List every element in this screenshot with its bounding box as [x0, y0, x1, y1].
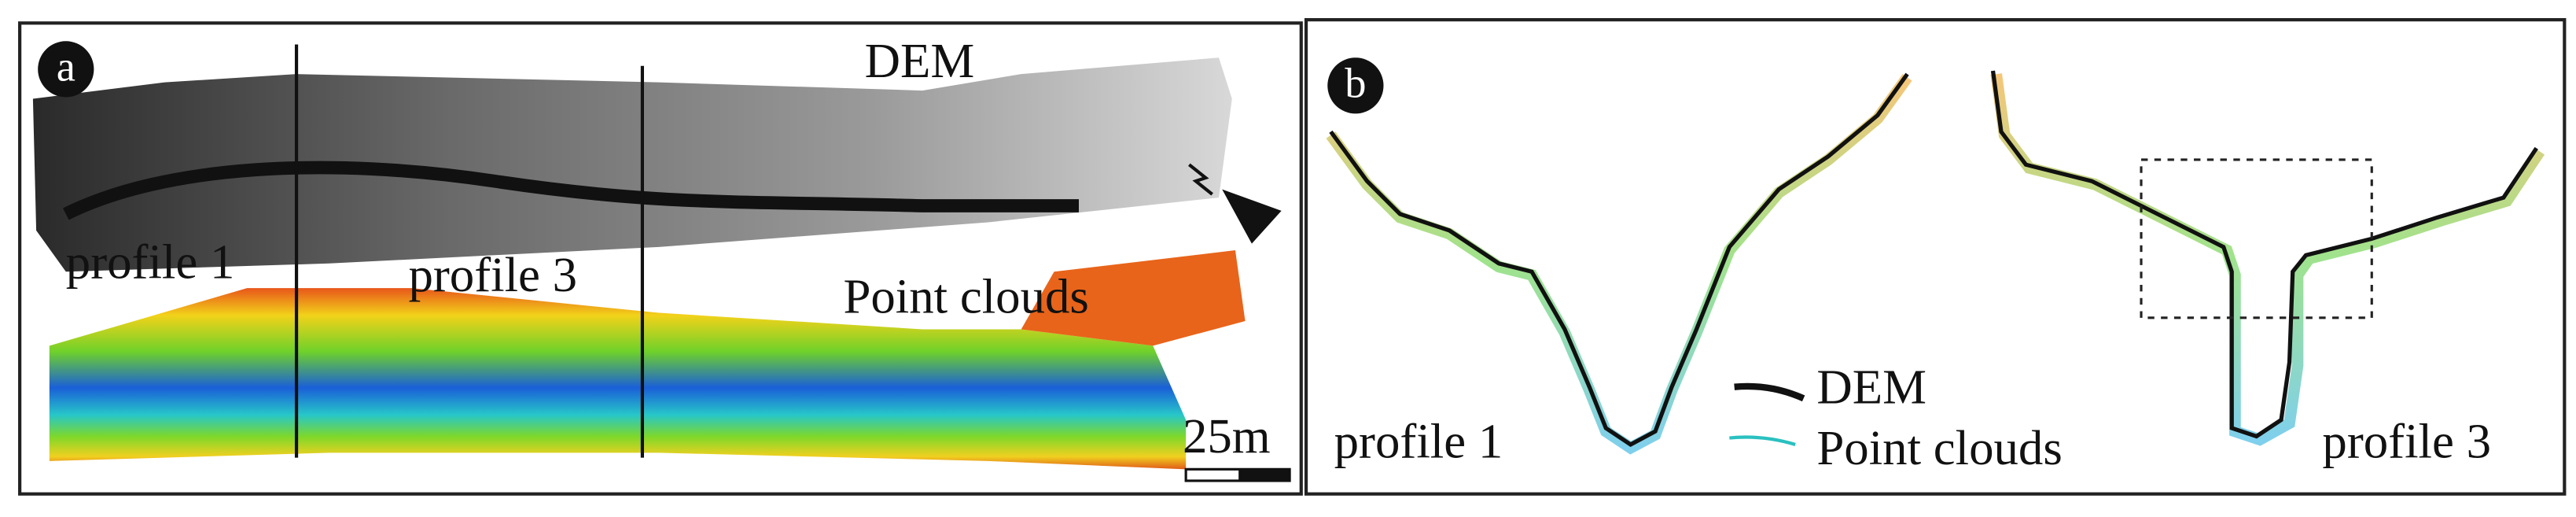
panel-frame [1304, 18, 2567, 496]
panel-frame [18, 21, 1303, 496]
panel-badge [1327, 57, 1384, 114]
panel-label: a [57, 42, 75, 90]
profile-label: profile 3 [2322, 413, 2491, 468]
point-cloud-image [49, 288, 1187, 470]
dem-profile [1329, 72, 1909, 447]
panel-b: b profile 1 profile 3 DEM Point clouds [1304, 18, 2567, 496]
profile-label: profile 1 [66, 234, 235, 289]
point-clouds-label: Point clouds [843, 268, 1088, 323]
zoom-box [2140, 158, 2373, 319]
dem-label: DEM [865, 33, 975, 88]
dem-channel [63, 161, 1079, 220]
legend-swatch [1734, 382, 1805, 402]
panel-badge [38, 41, 94, 98]
legend-label: Point clouds [1816, 420, 2062, 475]
dem-profile [1990, 70, 2538, 439]
point-cloud-profile [1326, 74, 1912, 455]
north-arrow [1222, 189, 1282, 244]
profile-label: profile 3 [408, 247, 577, 302]
panel-a: a DEM profile 1 profile 3 Point clouds 2… [18, 21, 1303, 496]
scale-bar [1238, 469, 1290, 481]
dem-image [32, 57, 1232, 272]
north-symbol [1188, 163, 1213, 196]
legend-swatch [1729, 435, 1796, 446]
scale-bar-label: 25m [1183, 408, 1271, 463]
point-cloud-profile [1990, 73, 2545, 446]
legend-label: DEM [1816, 359, 1926, 414]
profile-label: profile 1 [1334, 413, 1503, 468]
point-cloud-blob [1021, 250, 1246, 346]
panel-label: b [1345, 58, 1366, 106]
